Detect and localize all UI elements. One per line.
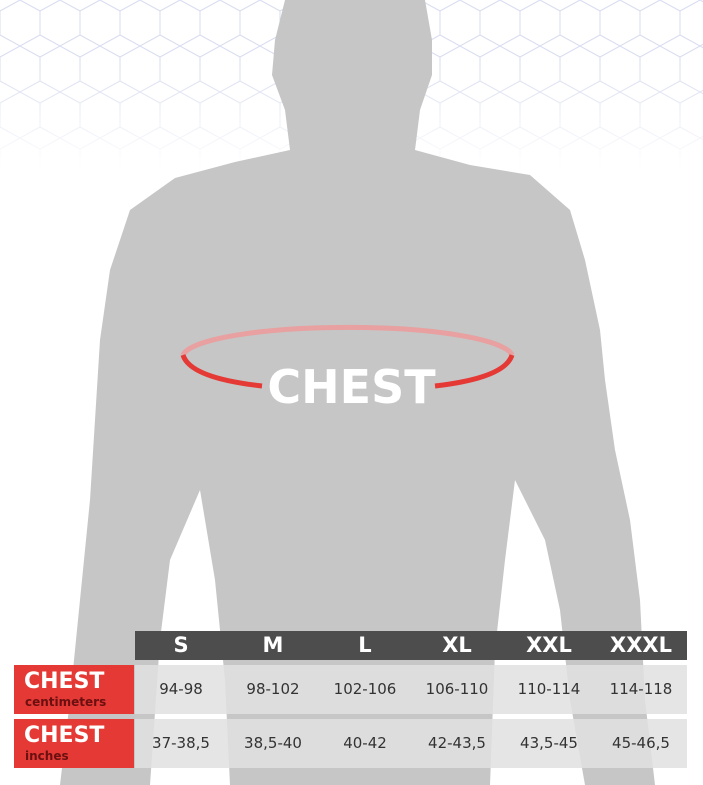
size-m: M [262, 633, 284, 657]
cell: 45-46,5 [612, 734, 670, 752]
cell: 37-38,5 [152, 734, 210, 752]
row-label-in: CHEST inches [14, 719, 134, 768]
row-label-title: CHEST [24, 723, 105, 748]
size-xl: XL [442, 633, 472, 657]
size-xxxl: XXXL [610, 633, 672, 657]
size-l: L [358, 633, 372, 657]
cell: 38,5-40 [244, 734, 302, 752]
cell: 42-43,5 [428, 734, 486, 752]
cell: 102-106 [333, 680, 397, 698]
row-label-unit: inches [25, 749, 69, 763]
table-row-in: 37-38,5 38,5-40 40-42 42-43,5 43,5-45 45… [135, 719, 687, 768]
cell: 110-114 [517, 680, 581, 698]
row-label-cm: CHEST centimeters [14, 665, 134, 714]
row-label-title: CHEST [24, 669, 105, 694]
size-s: S [173, 633, 189, 657]
cell: 43,5-45 [520, 734, 578, 752]
size-xxl: XXL [526, 633, 572, 657]
size-header: S M L XL XXL XXXL [135, 631, 687, 660]
chest-label: CHEST [267, 360, 436, 414]
cell: 94-98 [159, 680, 203, 698]
chest-tape-front [180, 353, 515, 389]
chest-tape-back [180, 324, 515, 357]
cell: 40-42 [343, 734, 387, 752]
table-row-cm: 94-98 98-102 102-106 106-110 110-114 114… [135, 665, 687, 714]
cell: 98-102 [246, 680, 300, 698]
cell: 106-110 [425, 680, 489, 698]
silhouette-shape [60, 0, 655, 785]
cell: 114-118 [609, 680, 673, 698]
row-label-unit: centimeters [25, 695, 107, 709]
